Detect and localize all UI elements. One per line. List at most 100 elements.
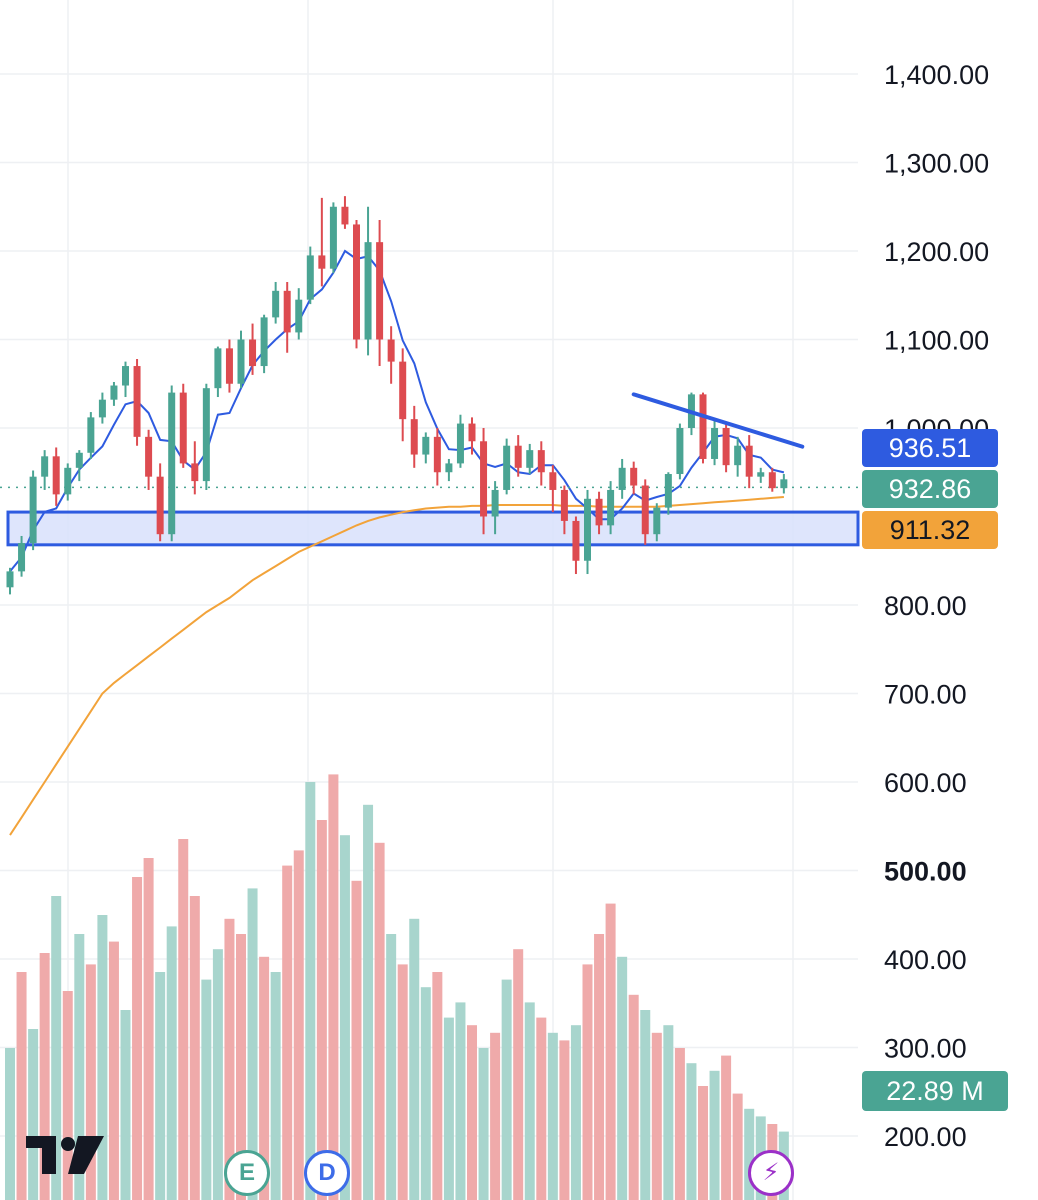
candle-body <box>283 290 291 333</box>
candle-body <box>179 392 187 464</box>
candle-body <box>249 339 257 367</box>
candle-body <box>676 428 684 475</box>
candle-body <box>722 428 730 466</box>
candle-body <box>664 474 672 508</box>
volume-bar <box>547 1032 558 1200</box>
candle-body <box>260 317 268 367</box>
volume-bar <box>409 918 420 1200</box>
candle-body <box>156 476 164 535</box>
candle-body <box>52 456 60 495</box>
y-tick-label: 1,300.00 <box>884 149 989 179</box>
candle-body <box>630 467 638 486</box>
y-tick-label: 300.00 <box>884 1034 967 1064</box>
volume-bar <box>443 1017 454 1200</box>
candle-body <box>768 472 776 489</box>
y-tick-label: 1,100.00 <box>884 326 989 356</box>
candle-body <box>6 571 14 588</box>
ma-fast-value-tag: 936.51 <box>862 429 998 467</box>
volume-bar <box>374 842 385 1200</box>
dividend-event-icon[interactable]: D <box>304 1150 350 1196</box>
volume-bar <box>698 1086 708 1200</box>
candle-body <box>595 498 603 526</box>
candle-body <box>318 255 326 269</box>
support-zone-rectangle <box>6 510 860 547</box>
volume-bar <box>524 1002 535 1200</box>
candle-body <box>456 423 464 464</box>
candle-body <box>110 385 118 400</box>
candle-body <box>237 339 245 384</box>
volume-bar <box>594 934 605 1200</box>
volume-bar <box>721 1055 732 1200</box>
volume-bar <box>166 926 177 1200</box>
volume-bar <box>282 865 293 1200</box>
volume-bar <box>744 1108 755 1200</box>
candle-body <box>607 489 615 526</box>
volume-bar <box>132 877 143 1200</box>
candle-body <box>618 467 626 490</box>
candle-body <box>514 445 522 468</box>
candle-body <box>353 224 360 340</box>
candle-body <box>98 399 106 418</box>
volume-bar <box>663 1025 674 1200</box>
volume-bar <box>189 896 200 1200</box>
candle-body <box>780 479 788 489</box>
candle-body <box>306 255 314 300</box>
candle-body <box>699 394 707 459</box>
volume-bar <box>339 835 350 1200</box>
volume-bar <box>501 979 512 1200</box>
volume-bar <box>16 972 27 1200</box>
candle-body <box>433 436 441 473</box>
y-tick-label: 600.00 <box>884 768 967 798</box>
volume-bar <box>420 987 431 1200</box>
candle-body <box>491 489 499 517</box>
volume-bar <box>316 820 327 1200</box>
volume-bar <box>328 774 339 1200</box>
candle-body <box>468 423 476 442</box>
volume-bar <box>709 1070 720 1200</box>
volume-bar <box>605 903 616 1200</box>
candle-body <box>422 436 430 455</box>
lightning-event-icon[interactable]: ⚡ <box>748 1150 794 1196</box>
candle-body <box>503 445 511 490</box>
volume-bar <box>97 915 108 1200</box>
candle-body <box>64 467 72 495</box>
candle-body <box>387 339 395 362</box>
candle-body <box>122 366 129 386</box>
candle-body <box>745 445 753 477</box>
volume-bar <box>386 934 397 1200</box>
candle-body <box>295 299 303 333</box>
volume-value-tag: 22.89 M <box>862 1071 1008 1111</box>
y-tick-label: 200.00 <box>884 1122 967 1152</box>
candle-body <box>757 472 765 477</box>
volume-bar <box>108 941 119 1200</box>
volume-bar <box>640 1010 651 1200</box>
ma-slow-value-tag: 911.32 <box>862 511 998 549</box>
volume-bar <box>259 956 270 1200</box>
volume-bar <box>247 888 258 1200</box>
earnings-event-icon[interactable]: E <box>224 1150 270 1196</box>
volume-bar <box>224 918 235 1200</box>
volume-bar <box>236 934 246 1200</box>
volume-bar <box>5 1048 15 1200</box>
candle-body <box>549 472 557 490</box>
volume-bar <box>270 972 281 1200</box>
tradingview-logo-icon[interactable] <box>26 1136 106 1176</box>
volume-bar <box>155 972 166 1200</box>
candle-body <box>480 441 488 517</box>
candle-body <box>584 498 591 561</box>
candle-body <box>376 242 384 340</box>
candle-body <box>537 450 545 473</box>
y-tick-label: 500.00 <box>884 857 967 887</box>
y-tick-label: 1,200.00 <box>884 237 989 267</box>
candle-body <box>734 445 742 466</box>
candle-body <box>572 520 580 561</box>
y-tick-label: 400.00 <box>884 945 967 975</box>
candle-body <box>168 392 176 535</box>
candle-body <box>191 463 199 482</box>
candle-body <box>18 543 26 572</box>
volume-bar <box>39 953 50 1200</box>
volume-bar <box>201 979 212 1200</box>
volume-bar <box>212 949 223 1200</box>
volume-bar <box>513 949 524 1200</box>
